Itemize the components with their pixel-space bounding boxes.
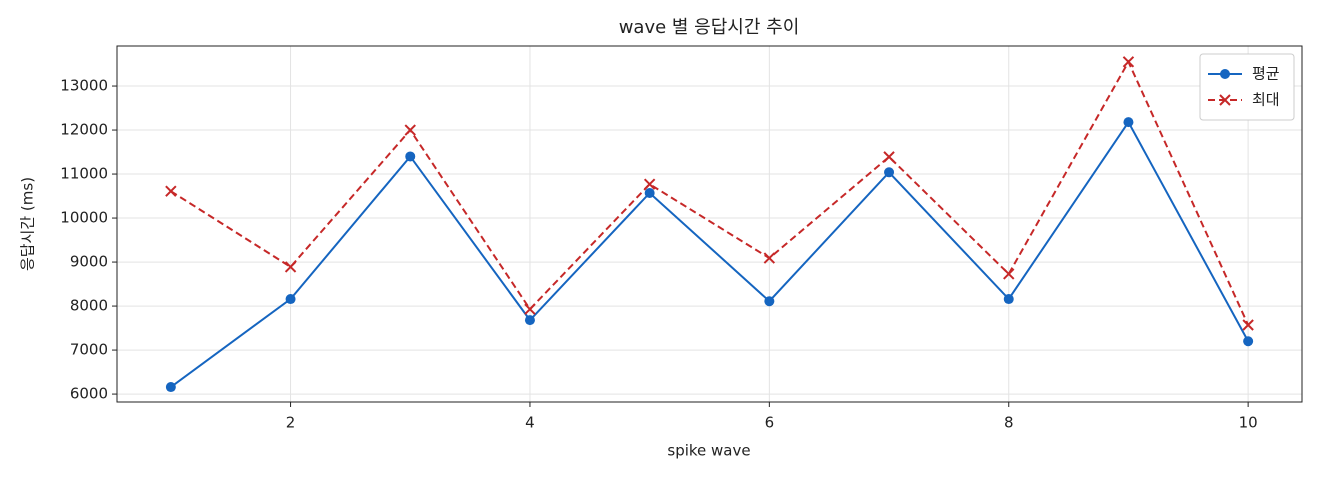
marker — [644, 187, 655, 198]
marker — [524, 315, 535, 326]
y-tick-label: 13000 — [60, 77, 108, 95]
y-tick-label: 11000 — [60, 165, 108, 183]
plot-frame — [116, 45, 1303, 403]
marker — [285, 294, 296, 305]
chart-title: wave 별 응답시간 추이 — [619, 17, 800, 38]
x-tick-label: 2 — [286, 414, 296, 432]
marker — [524, 303, 536, 315]
marker — [1003, 268, 1015, 280]
y-tick-label: 12000 — [60, 121, 108, 139]
x-tick-label: 6 — [765, 414, 775, 432]
series-line — [170, 120, 1250, 388]
marker — [405, 151, 416, 162]
y-tick-label: 7000 — [70, 341, 108, 359]
marker — [404, 124, 416, 136]
y-tick-label: 10000 — [60, 209, 108, 227]
marker — [1220, 69, 1230, 79]
marker — [165, 185, 177, 197]
y-tick-label: 9000 — [70, 253, 108, 271]
series-line — [170, 59, 1250, 326]
marker — [643, 178, 656, 190]
x-tick-label: 4 — [525, 414, 535, 432]
marker — [1242, 319, 1254, 331]
y-tick-label: 6000 — [70, 385, 108, 403]
marker — [1219, 94, 1231, 106]
legend-box — [1199, 53, 1295, 121]
x-tick-label: 10 — [1239, 414, 1258, 432]
marker — [1003, 294, 1014, 305]
marker — [165, 382, 176, 393]
marker — [884, 167, 895, 178]
y-axis-label: 응답시간 (ms) — [19, 177, 37, 271]
x-axis-label: spike wave — [667, 442, 750, 460]
marker — [1122, 56, 1135, 68]
marker — [284, 261, 297, 273]
x-tick-label: 8 — [1004, 414, 1014, 432]
legend-label: 최대 — [1252, 91, 1280, 109]
marker — [764, 296, 775, 307]
y-tick-label: 8000 — [70, 297, 108, 315]
legend-label: 평균 — [1252, 65, 1280, 83]
marker — [1123, 117, 1134, 128]
marker — [763, 252, 776, 264]
marker — [883, 151, 895, 163]
marker — [1243, 336, 1254, 347]
